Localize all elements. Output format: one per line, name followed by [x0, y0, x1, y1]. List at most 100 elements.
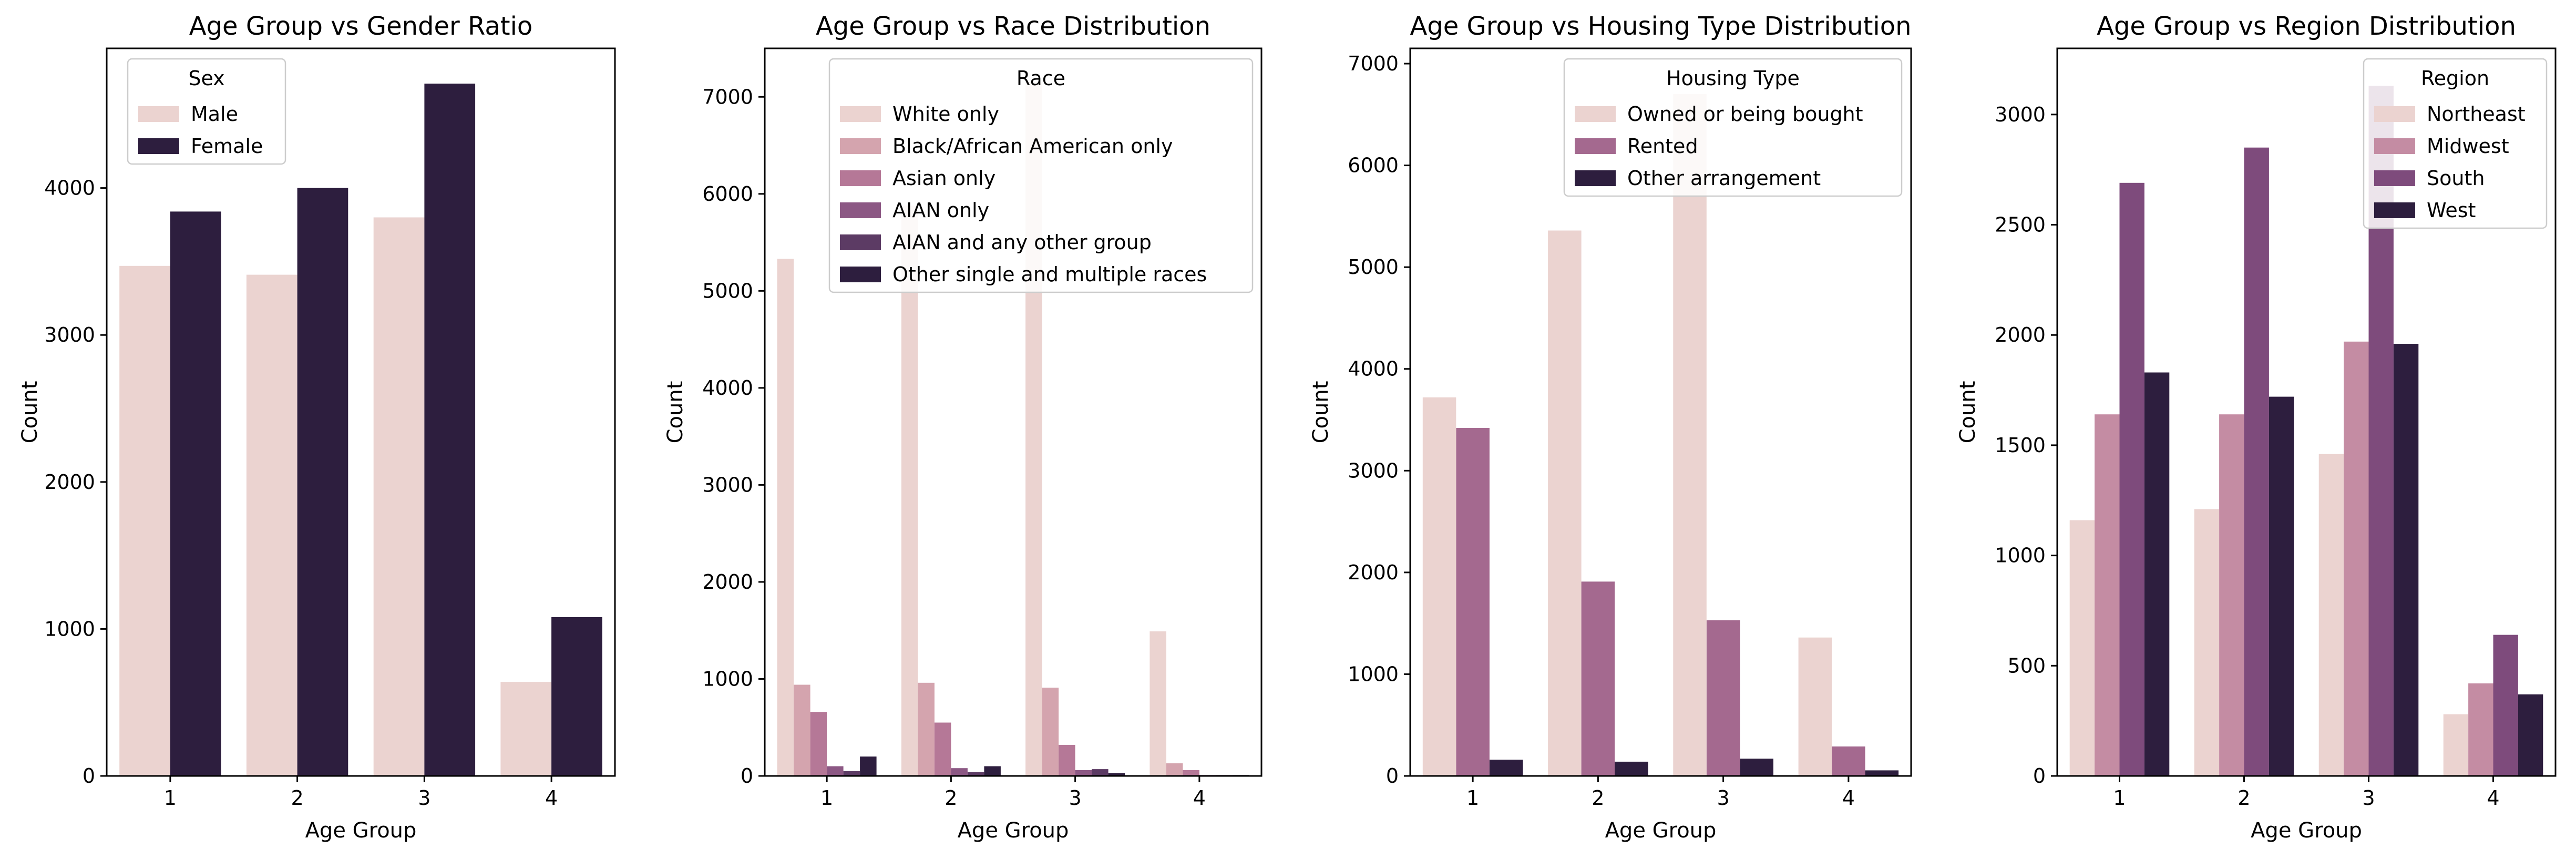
bar-aian-only-group-3 [1075, 770, 1092, 776]
bar-northeast-group-1 [2069, 520, 2095, 776]
x-tick-label: 2 [2238, 786, 2250, 810]
y-tick-label: 0 [1386, 764, 1399, 788]
legend-swatch [2374, 106, 2415, 122]
legend-swatch [840, 138, 881, 154]
legend: Race White only Black/African American onl… [828, 58, 1254, 293]
legend: Housing Type Owned or being bought Rented O… [1563, 58, 1903, 197]
legend-swatch [138, 138, 179, 154]
x-axis-label: Age Group [305, 819, 417, 843]
legend-title: Sex [188, 67, 224, 90]
chart-title: Age Group vs Race Distribution [816, 12, 1210, 41]
bar-asian-only-group-4 [1183, 770, 1199, 776]
legend-entry: Male [191, 103, 238, 126]
y-tick-label: 3000 [1348, 459, 1399, 482]
legend-entry: West [2427, 199, 2476, 222]
x-tick-label: 2 [291, 786, 304, 810]
legend-entry: South [2427, 167, 2485, 190]
bar-female-group-2 [297, 188, 348, 776]
y-tick-label: 3000 [44, 323, 95, 346]
x-tick-label: 1 [164, 786, 177, 810]
plot-frame [764, 47, 1263, 777]
bar-owned-or-being-bought-group-2 [1548, 230, 1582, 776]
chart-title: Age Group vs Housing Type Distribution [1410, 12, 1911, 41]
bar-other-single-and-multiple-races-group-3 [1108, 773, 1125, 776]
chart-title: Age Group vs Region Distribution [2097, 12, 2516, 41]
x-tick-label: 4 [2487, 786, 2499, 810]
bar-asian-only-group-3 [1059, 744, 1075, 776]
y-tick-label: 7000 [1348, 52, 1399, 75]
bar-female-group-3 [424, 84, 476, 776]
y-tick-label: 1000 [1995, 544, 2046, 567]
chart-title: Age Group vs Gender Ratio [189, 12, 533, 41]
bar-white-only-group-1 [777, 259, 794, 776]
legend-entry: Other arrangement [1627, 167, 1821, 190]
y-tick-label: 2000 [1348, 561, 1399, 584]
y-tick-label: 3000 [702, 473, 753, 496]
legend-swatch [1575, 138, 1616, 154]
bar-south-group-1 [2119, 182, 2144, 776]
x-tick-label: 3 [2362, 786, 2375, 810]
bar-aian-and-any-other-group-group-2 [967, 772, 984, 776]
bar-northeast-group-4 [2443, 714, 2469, 776]
y-tick-label: 2000 [1995, 323, 2046, 346]
bar-black-african-american-only-group-4 [1166, 763, 1183, 776]
legend-title: Housing Type [1666, 67, 1800, 90]
bar-other-single-and-multiple-races-group-2 [984, 766, 1001, 776]
x-tick-label: 4 [1193, 786, 1206, 810]
y-tick-label: 4000 [702, 376, 753, 400]
bar-male-group-4 [500, 682, 552, 776]
bar-rented-group-2 [1581, 581, 1615, 776]
bar-other-arrangement-group-3 [1740, 759, 1773, 776]
y-tick-label: 4000 [1348, 357, 1399, 381]
legend-entry: Midwest [2427, 135, 2509, 158]
bar-owned-or-being-bought-group-3 [1673, 94, 1707, 776]
legend-entry: Other single and multiple races [892, 263, 1207, 286]
legend-swatch [840, 170, 881, 186]
bar-black-african-american-only-group-3 [1042, 688, 1059, 776]
y-tick-label: 2500 [1995, 213, 2046, 237]
bar-white-only-group-4 [1150, 631, 1166, 776]
legend-entry: Black/African American only [892, 135, 1173, 158]
bar-west-group-4 [2518, 694, 2543, 776]
y-tick-label: 4000 [44, 177, 95, 200]
legend-entry: Female [191, 135, 263, 158]
legend-entry: Rented [1627, 135, 1698, 158]
y-tick-label: 1500 [1995, 434, 2046, 457]
x-tick-label: 2 [1592, 786, 1604, 810]
y-axis-label: Count [1309, 381, 1333, 444]
bar-owned-or-being-bought-group-4 [1798, 637, 1832, 776]
x-tick-label: 3 [1069, 786, 1082, 810]
legend-box [127, 58, 286, 165]
bar-midwest-group-2 [2219, 414, 2244, 776]
bar-aian-only-group-1 [827, 766, 844, 776]
bar-west-group-1 [2144, 372, 2170, 776]
legend-swatch [840, 267, 881, 282]
x-tick-label: 3 [1717, 786, 1730, 810]
legend-entry: AIAN only [892, 199, 989, 222]
legend-swatch [138, 106, 179, 122]
legend-swatch [2374, 170, 2415, 186]
legend-swatch [840, 202, 881, 218]
legend-box [1563, 58, 1903, 197]
y-axis-label: Count [663, 381, 687, 444]
legend-box [828, 58, 1254, 293]
bar-rented-group-1 [1456, 428, 1490, 776]
bar-midwest-group-4 [2468, 683, 2493, 776]
bar-female-group-4 [551, 617, 602, 776]
bar-other-single-and-multiple-races-group-1 [860, 756, 877, 776]
bar-northeast-group-2 [2194, 509, 2220, 776]
bar-black-african-american-only-group-1 [794, 684, 810, 776]
bar-midwest-group-3 [2344, 341, 2369, 776]
y-tick-label: 3000 [1995, 103, 2046, 126]
x-tick-label: 1 [2113, 786, 2126, 810]
bar-other-arrangement-group-1 [1489, 760, 1523, 776]
x-axis-label: Age Group [958, 819, 1069, 843]
y-tick-label: 7000 [702, 85, 753, 108]
x-axis-label: Age Group [2251, 819, 2362, 843]
bar-midwest-group-1 [2095, 414, 2120, 776]
legend: Region Northeast Midwest South West [2363, 58, 2548, 229]
y-tick-label: 2000 [44, 471, 95, 494]
bar-asian-only-group-2 [934, 722, 951, 776]
x-tick-label: 4 [545, 786, 558, 810]
bar-other-arrangement-group-4 [1865, 770, 1899, 776]
